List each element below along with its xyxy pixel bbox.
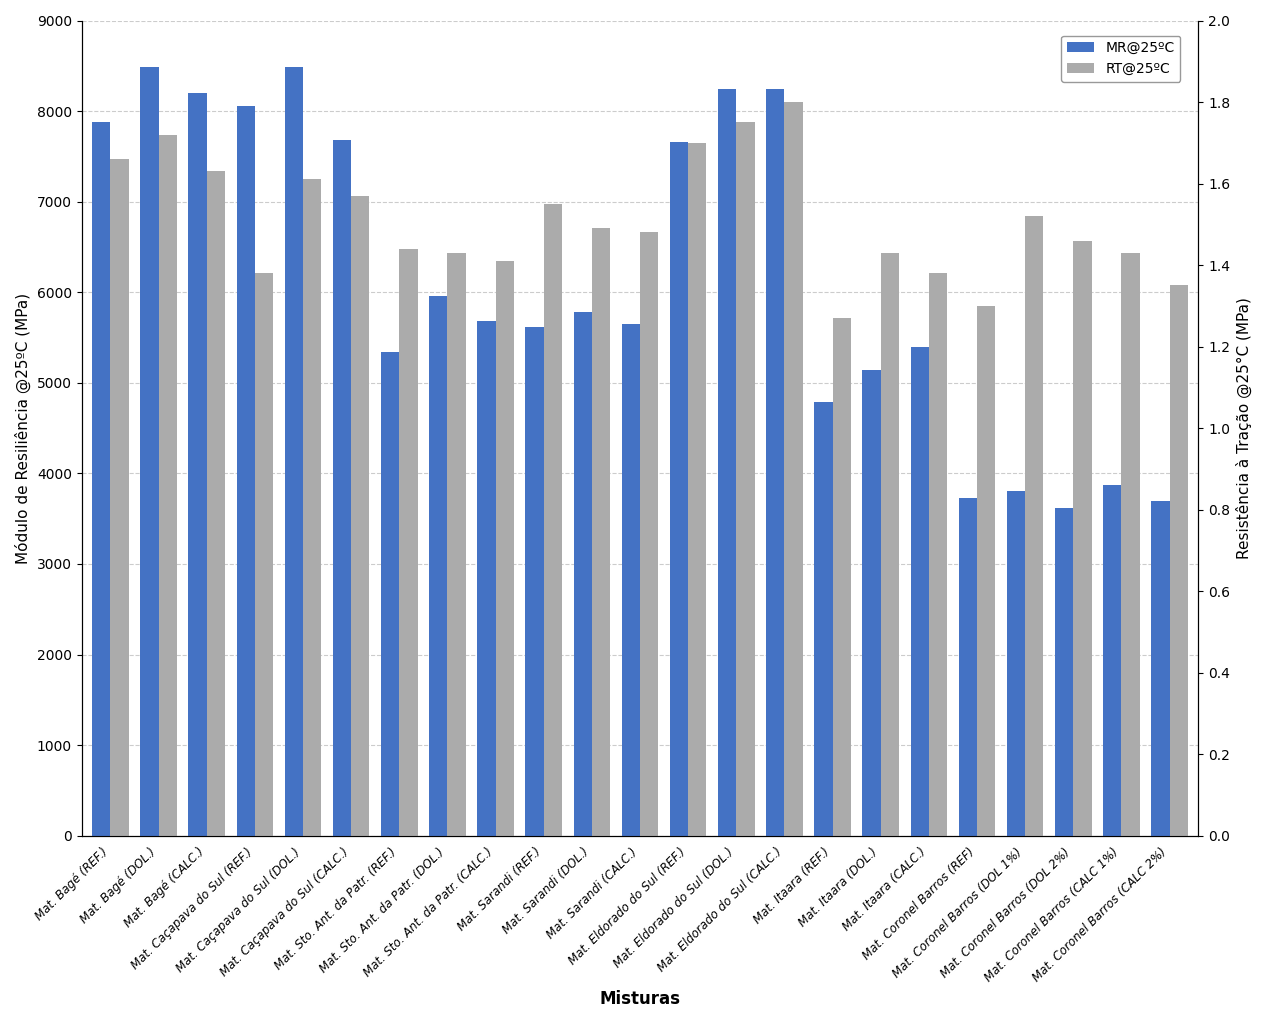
Bar bbox=[977, 306, 996, 836]
Bar bbox=[574, 312, 592, 836]
Bar bbox=[399, 249, 418, 836]
Bar bbox=[1073, 240, 1092, 836]
Bar bbox=[1055, 507, 1073, 836]
Legend: MR@25ºC, RT@25ºC: MR@25ºC, RT@25ºC bbox=[1060, 36, 1181, 82]
Bar bbox=[1169, 285, 1187, 836]
Bar bbox=[688, 143, 707, 836]
Bar bbox=[736, 123, 755, 836]
Bar bbox=[255, 273, 274, 836]
Bar bbox=[158, 135, 177, 836]
Bar bbox=[237, 105, 255, 836]
Bar bbox=[207, 171, 226, 836]
Bar bbox=[592, 228, 611, 836]
X-axis label: Misturas: Misturas bbox=[599, 990, 680, 1008]
Bar bbox=[622, 324, 640, 836]
Bar bbox=[495, 261, 514, 836]
Bar bbox=[832, 318, 851, 836]
Bar bbox=[189, 93, 207, 836]
Bar bbox=[526, 326, 544, 836]
Bar bbox=[1121, 253, 1139, 836]
Bar bbox=[478, 321, 495, 836]
Bar bbox=[959, 498, 977, 836]
Bar bbox=[1152, 500, 1169, 836]
Bar bbox=[141, 66, 158, 836]
Bar bbox=[285, 66, 303, 836]
Bar bbox=[110, 160, 129, 836]
Bar bbox=[92, 122, 110, 836]
Bar bbox=[333, 140, 351, 836]
Bar bbox=[767, 89, 784, 836]
Bar bbox=[1025, 216, 1044, 836]
Bar bbox=[303, 179, 322, 836]
Bar bbox=[640, 232, 659, 836]
Bar bbox=[911, 348, 929, 836]
Bar bbox=[381, 352, 399, 836]
Bar bbox=[863, 370, 881, 836]
Bar bbox=[1007, 491, 1025, 836]
Bar bbox=[544, 204, 563, 836]
Bar bbox=[929, 273, 948, 836]
Bar bbox=[815, 402, 832, 836]
Bar bbox=[670, 142, 688, 836]
Y-axis label: Resistência à Tração @25°C (MPa): Resistência à Tração @25°C (MPa) bbox=[1235, 297, 1252, 559]
Bar bbox=[351, 195, 370, 836]
Bar bbox=[1104, 485, 1121, 836]
Bar bbox=[718, 89, 736, 836]
Y-axis label: Módulo de Resiliência @25ºC (MPa): Módulo de Resiliência @25ºC (MPa) bbox=[15, 293, 32, 564]
Bar bbox=[881, 253, 900, 836]
Bar bbox=[430, 296, 447, 836]
Bar bbox=[447, 253, 466, 836]
Bar bbox=[784, 102, 803, 836]
